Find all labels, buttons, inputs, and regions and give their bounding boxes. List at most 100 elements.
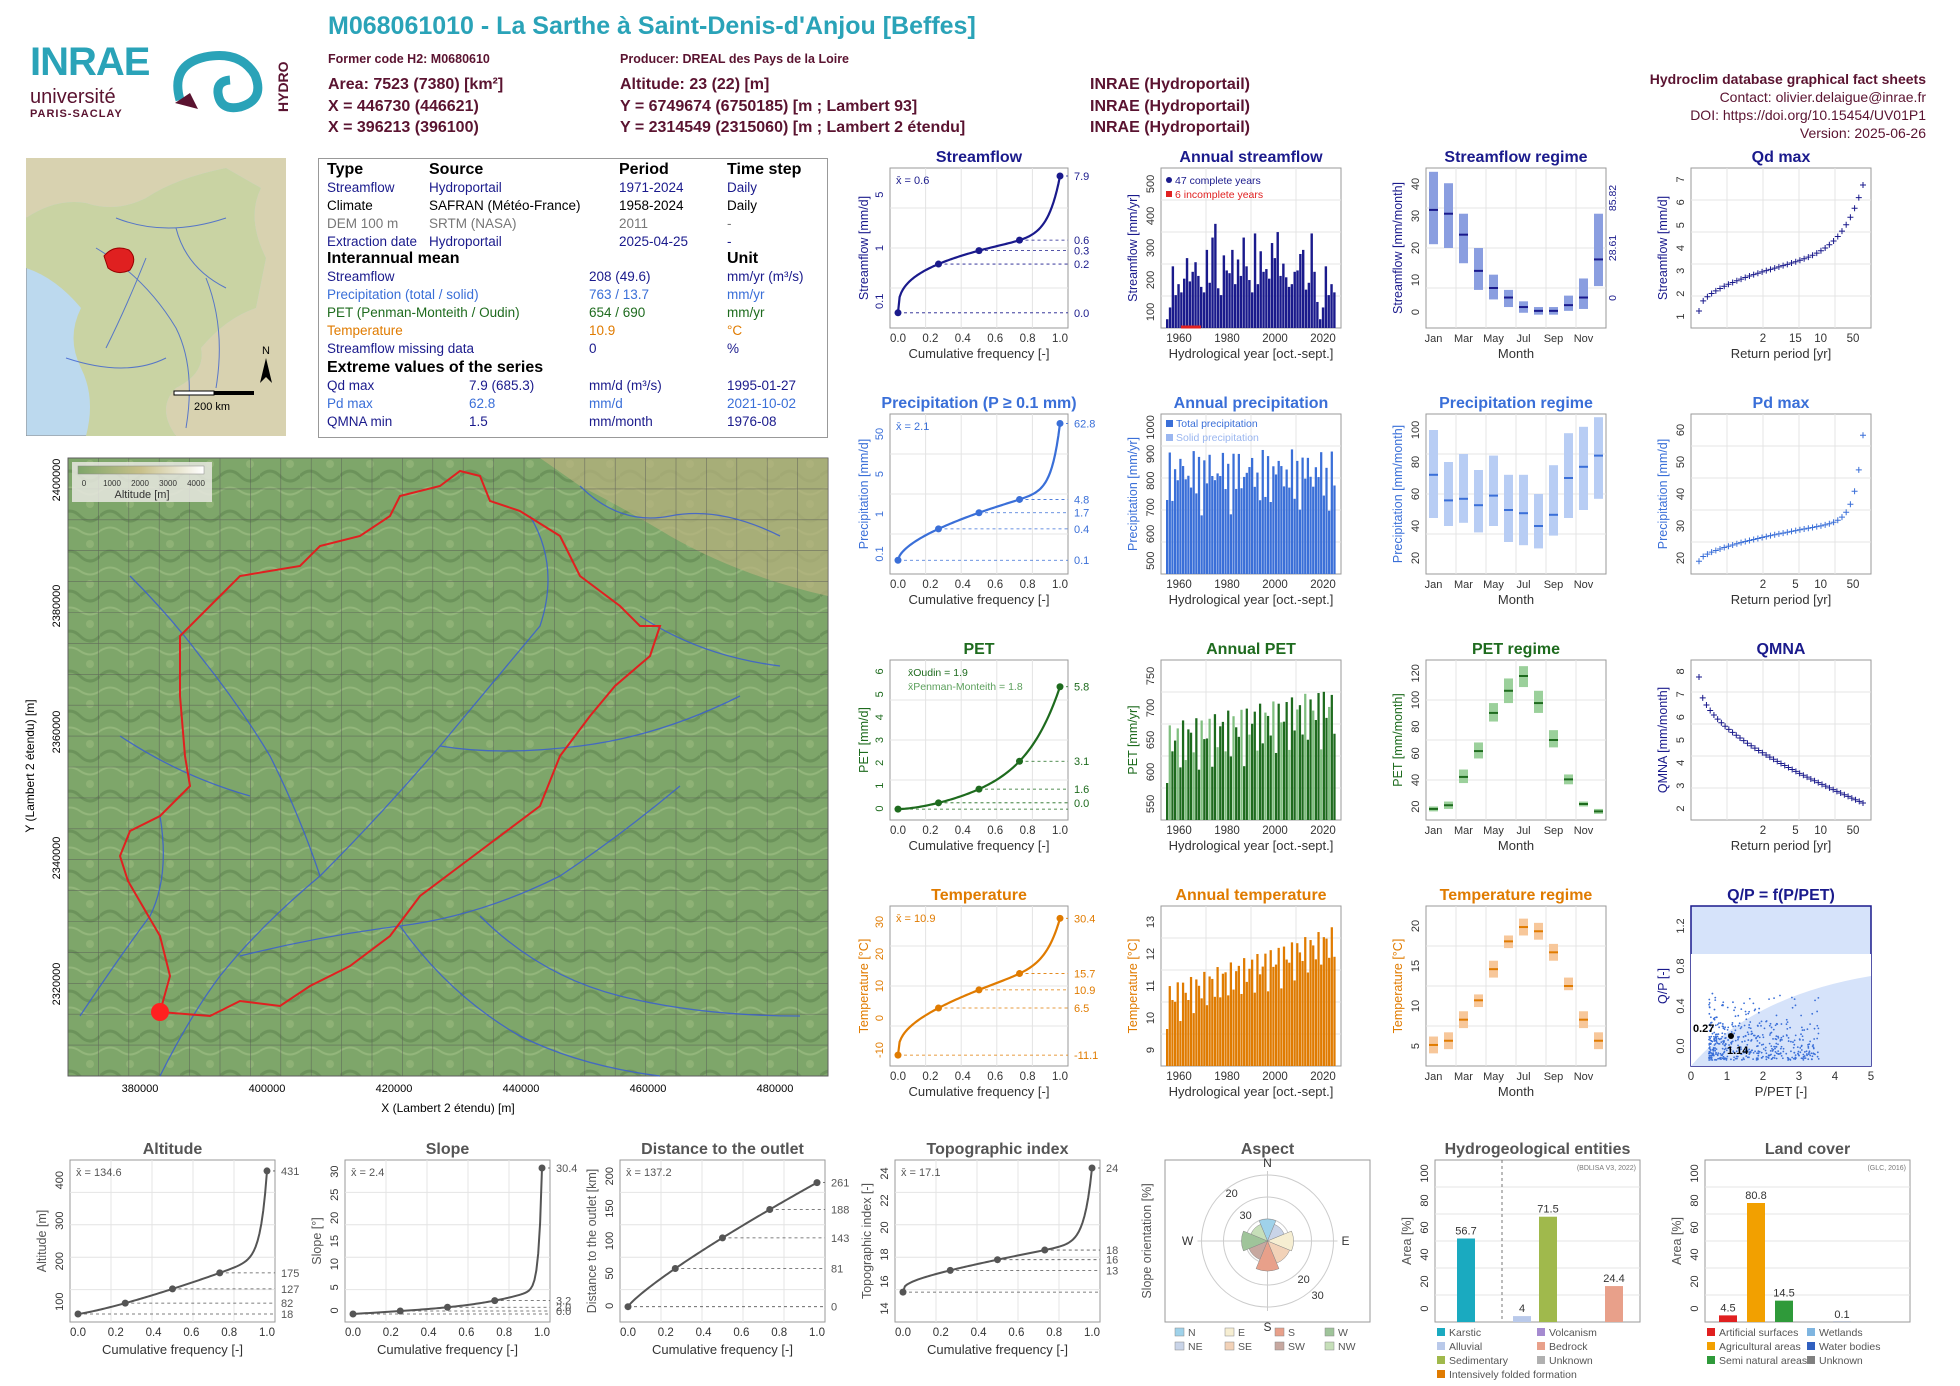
annual-bar <box>1294 980 1296 1066</box>
annual-bar <box>1299 952 1301 1066</box>
x-tick: 0.2 <box>933 1327 949 1339</box>
x-tick: 2 <box>1760 579 1766 591</box>
annual-bar <box>1286 702 1288 820</box>
annual-bar <box>1328 958 1330 1066</box>
regime-box <box>1564 978 1573 991</box>
qp-point <box>1765 1052 1767 1054</box>
annual-bar <box>1193 752 1195 820</box>
qp-point <box>1710 1016 1712 1018</box>
y-tick: 500 <box>1145 551 1157 569</box>
aspect-legend: S <box>1288 1327 1295 1339</box>
annual-bar <box>1317 477 1319 574</box>
qp-point <box>1710 1049 1712 1051</box>
qp-point <box>1710 1059 1712 1061</box>
right-tick: 85.82 <box>1607 185 1619 211</box>
x-axis-label: Month <box>1498 346 1534 361</box>
regime-box <box>1534 691 1543 713</box>
x-tick: 0.8 <box>1020 825 1036 837</box>
qp-point <box>1756 1059 1758 1061</box>
qp-point <box>1741 1059 1743 1061</box>
y-tick: 50 <box>1675 456 1687 468</box>
right-tick: 18 <box>281 1309 293 1321</box>
x-tick: 0.6 <box>987 579 1003 591</box>
annual-bar <box>1180 292 1182 328</box>
regime-box <box>1564 296 1573 311</box>
annual-bar <box>1216 473 1218 574</box>
regime-box <box>1564 433 1573 518</box>
qp-point <box>1761 1052 1763 1054</box>
qp-point <box>1781 1039 1783 1041</box>
qp-point <box>1718 1022 1720 1024</box>
qp-point <box>1770 1032 1772 1034</box>
annual-bar <box>1227 464 1229 574</box>
annual-bar <box>1222 453 1224 574</box>
qp-point <box>1761 1020 1763 1022</box>
qp-point <box>1809 1050 1811 1052</box>
annual-bar <box>1201 720 1203 820</box>
annual-bar <box>1211 767 1213 820</box>
annual-bar <box>1187 1000 1189 1066</box>
annual-bar <box>1309 699 1311 820</box>
annual-bar <box>1270 502 1272 574</box>
panel-title: Precipitation regime <box>1439 395 1593 412</box>
qp-point <box>1711 1053 1713 1055</box>
qp-point <box>1786 1019 1788 1021</box>
annual-bar <box>1175 295 1177 328</box>
x-tick: 2020 <box>1310 825 1336 837</box>
qp-point <box>1735 1040 1737 1042</box>
annual-bar <box>1333 292 1335 328</box>
qp-point <box>1809 1023 1811 1025</box>
annual-bar <box>1177 982 1179 1066</box>
qp-point <box>1770 1045 1772 1047</box>
mean-label: x̄ = 134.6 <box>76 1167 122 1179</box>
annual-bar <box>1262 272 1264 328</box>
annual-bar <box>1195 979 1197 1066</box>
qp-point <box>1782 1057 1784 1059</box>
qp-point <box>1720 1038 1722 1040</box>
y-tick: 0.4 <box>1675 998 1687 1013</box>
y-tick: 7 <box>1675 691 1687 697</box>
x-tick: 0.6 <box>987 1071 1003 1083</box>
x-tick: 0.8 <box>1046 1327 1062 1339</box>
y-tick: 40 <box>1419 1248 1431 1260</box>
bar-legend: Karstic <box>1449 1327 1481 1339</box>
qp-point <box>1771 1027 1773 1029</box>
y-tick: 5 <box>874 471 886 477</box>
qp-point <box>1724 1026 1726 1028</box>
bar-value-label: 4.5 <box>1720 1302 1735 1314</box>
x-tick: 3 <box>1796 1071 1802 1083</box>
annual-bar <box>1277 232 1279 328</box>
qp-point <box>1775 1051 1777 1053</box>
annual-bar <box>1172 266 1174 328</box>
bar <box>1775 1301 1793 1322</box>
annual-bar <box>1319 319 1321 328</box>
y-tick: 20 <box>1689 1275 1701 1287</box>
qp-point <box>1790 1041 1792 1043</box>
bar-legend: Wetlands <box>1819 1327 1863 1339</box>
x-tick: 0.2 <box>922 579 938 591</box>
y-tick: 18 <box>879 1248 891 1260</box>
y-axis-label: Slope orientation [%] <box>1140 1183 1154 1298</box>
annual-bar <box>1325 718 1327 820</box>
annual-bar <box>1177 480 1179 574</box>
qp-point <box>1733 1009 1735 1011</box>
qp-point <box>1774 1057 1776 1059</box>
qp-point <box>1767 1056 1769 1058</box>
y-tick: 10 <box>874 980 886 992</box>
y-axis-label: Streamflow [mm/d] <box>1656 196 1670 300</box>
qp-point <box>1807 1028 1809 1030</box>
annual-bar <box>1267 716 1269 820</box>
qp-point <box>1773 997 1775 999</box>
qp-point <box>1731 1024 1733 1026</box>
y-tick: 5 <box>1675 737 1687 743</box>
aspect-ring-label: 20 <box>1298 1274 1310 1286</box>
annual-bar <box>1320 749 1322 820</box>
annual-bar <box>1227 711 1229 820</box>
qp-point <box>1714 997 1716 999</box>
month-tick: Jul <box>1516 333 1530 345</box>
qp-point <box>1723 1058 1725 1060</box>
annual-bar <box>1307 740 1309 820</box>
panel-precip_cdf: Precipitation (P ≥ 0.1 mm)62.84.81.70.40… <box>857 395 1095 607</box>
annual-bar <box>1201 515 1203 574</box>
y-axis-label: Temperature [°C] <box>1126 939 1140 1034</box>
